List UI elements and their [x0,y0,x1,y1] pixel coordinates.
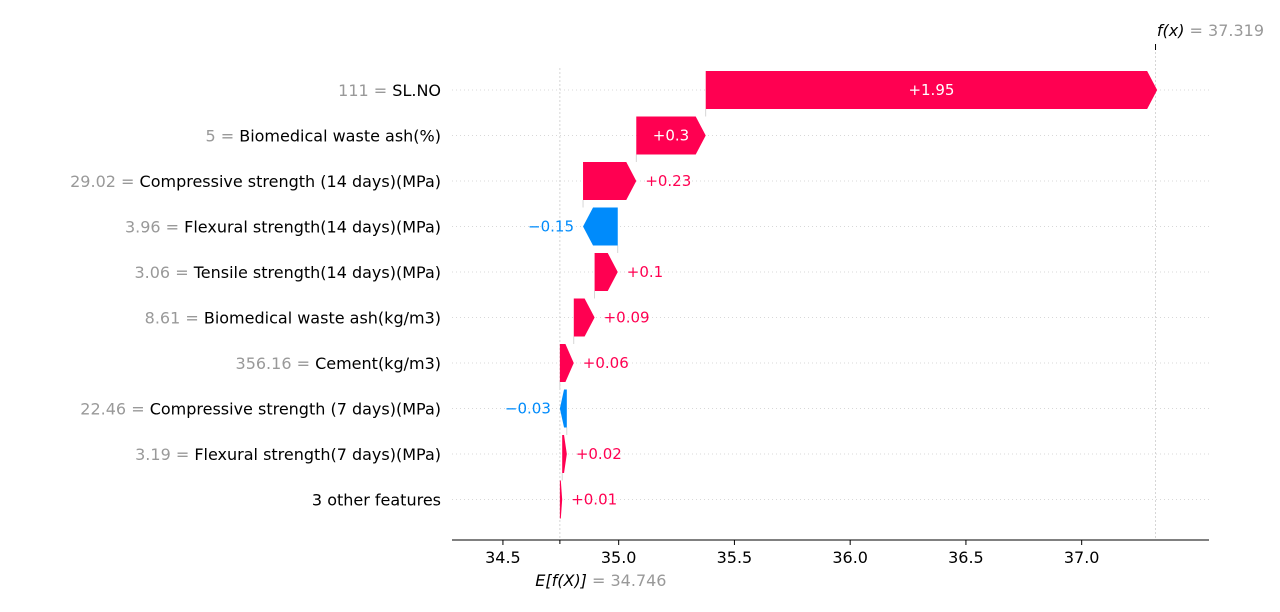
reference-lines [559,44,1157,540]
x-tick-label: 35.5 [717,548,753,567]
feature-label: 356.16 = Cement(kg/m3) [236,354,441,373]
feature-value: 3.06 = [134,263,193,282]
feature-name: Compressive strength (7 days)(MPa) [150,400,441,419]
base-value-eq: = [587,571,611,590]
bar-value-label: +0.02 [576,445,622,463]
bar-value-label: −0.15 [528,218,574,236]
negative-bar [559,389,567,428]
x-tick-label: 35.0 [601,548,637,567]
positive-bar [562,435,567,473]
feature-name: 3 other features [312,491,441,510]
positive-bar [559,480,563,519]
x-tick-label: 36.5 [948,548,984,567]
final-value-number: 37.319 [1208,21,1264,40]
bar-value-label: +0.06 [583,354,629,372]
feature-label: 3.96 = Flexural strength(14 days)(MPa) [125,218,441,237]
positive-bar [636,116,706,155]
positive-bar [559,344,574,382]
base-value-label: E[f(X)] = 34.746 [535,571,666,590]
feature-name: Flexural strength(14 days)(MPa) [184,218,441,237]
feature-name: Biomedical waste ash(kg/m3) [204,309,441,328]
x-tick-label: 36.0 [832,548,868,567]
feature-label: 111 = SL.NO [338,81,441,100]
positive-bar [573,298,595,337]
bar-value-label: +0.3 [653,127,689,145]
feature-label: 5 = Biomedical waste ash(%) [205,127,441,146]
feature-label: 3 other features [312,491,441,510]
feature-value: 29.02 = [70,172,139,191]
feature-name: Tensile strength(14 days)(MPa) [193,263,441,282]
bar-value-label: +0.1 [627,263,663,281]
negative-bar [583,207,618,246]
feature-value: 22.46 = [80,400,149,419]
feature-label: 22.46 = Compressive strength (7 days)(MP… [80,400,441,419]
feature-labels: 111 = SL.NO 5 = Biomedical waste ash(%) 29… [70,81,441,510]
feature-value: 3.96 = [125,218,184,237]
final-value-label: f(x) = 37.319 [1157,21,1264,40]
positive-bar [583,162,637,200]
feature-label: 3.06 = Tensile strength(14 days)(MPa) [134,263,441,282]
feature-label: 29.02 = Compressive strength (14 days)(M… [70,172,441,191]
base-value-number: 34.746 [611,571,667,590]
x-tick-label: 37.0 [1064,548,1100,567]
feature-name: Compressive strength (14 days)(MPa) [140,172,441,191]
feature-label: 3.19 = Flexural strength(7 days)(MPa) [135,445,441,464]
final-value-eq: = [1184,21,1208,40]
positive-bar [594,253,618,291]
feature-value: 8.61 = [145,309,204,328]
feature-name: Cement(kg/m3) [315,354,441,373]
positive-bar [705,71,1158,109]
feature-name: Biomedical waste ash(%) [239,127,441,146]
feature-value: 111 = [338,81,392,100]
x-axis: 34.5 35.0 35.5 36.0 36.5 37.0 [452,539,1209,567]
final-value-prefix: f(x) [1157,21,1185,40]
feature-value: 5 = [205,127,239,146]
feature-value: 3.19 = [135,445,194,464]
bar-value-label: +1.95 [908,81,954,99]
bar-value-label: +0.23 [645,172,691,190]
x-tick-label: 34.5 [485,548,521,567]
bar-value-label: −0.03 [505,400,551,418]
feature-name: Flexural strength(7 days)(MPa) [194,445,441,464]
feature-name: SL.NO [392,81,441,100]
row-gridlines [452,89,1209,500]
bar-value-label: +0.01 [571,491,617,509]
base-value-prefix: E[f(X)] [535,571,587,590]
bar-value-label: +0.09 [604,309,650,327]
contribution-bars: +1.95 +0.3 +0.23 −0.15 +0.1 +0.09 +0.06 −0.03 +0… [505,71,1158,519]
feature-value: 356.16 = [236,354,316,373]
feature-label: 8.61 = Biomedical waste ash(kg/m3) [145,309,441,328]
